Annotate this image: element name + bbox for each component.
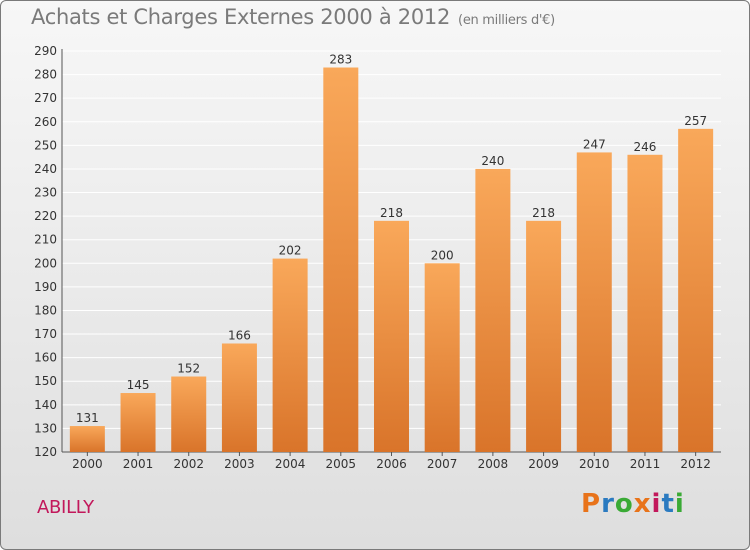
bar — [475, 168, 511, 453]
y-tick-label: 140 — [34, 398, 57, 412]
y-tick-label: 290 — [34, 44, 57, 58]
x-tick-label: 2009 — [528, 457, 559, 471]
bar-value-label: 257 — [684, 114, 707, 128]
y-tick-label: 120 — [34, 445, 57, 459]
y-tick-label: 130 — [34, 421, 57, 435]
y-tick-labels: 120 130 140 150 160 170 180 190 200 210 220 230 240 2… — [34, 44, 57, 459]
chart-title: Achats et Charges Externes 2000 à 2012 (e… — [31, 5, 555, 29]
bar — [374, 220, 409, 452]
logo-letter: r — [601, 489, 615, 519]
chart-title-text: Achats et Charges Externes 2000 à 2012 — [31, 5, 451, 29]
x-tick-label: 2004 — [275, 457, 306, 471]
data-labels: 131 145 152 166 202 283 218 200 240 218 247 246 257 — [76, 53, 707, 426]
bar — [526, 220, 562, 452]
x-tick-label: 2012 — [680, 457, 711, 471]
logo-letter: i — [651, 489, 662, 519]
y-tick-label: 210 — [34, 233, 57, 247]
y-tick-label: 170 — [34, 327, 57, 341]
bar — [323, 67, 359, 452]
commune-name: ABILLY — [37, 497, 94, 518]
bar-value-label: 218 — [380, 206, 403, 220]
bar — [678, 128, 714, 452]
bar-value-label: 218 — [532, 206, 555, 220]
x-tick-label: 2006 — [376, 457, 407, 471]
bar — [272, 258, 308, 452]
y-tick-label: 240 — [34, 162, 57, 176]
y-tick-label: 190 — [34, 280, 57, 294]
bar-value-label: 246 — [634, 140, 657, 154]
bar-value-label: 131 — [76, 411, 99, 425]
bar — [171, 376, 207, 452]
y-tick-label: 150 — [34, 374, 57, 388]
proxiti-logo: Proxiti — [581, 489, 685, 519]
bar-value-label: 200 — [431, 248, 454, 262]
bar-value-label: 145 — [127, 378, 150, 392]
y-tick-label: 270 — [34, 91, 57, 105]
y-tick-label: 200 — [34, 256, 57, 270]
x-tick-label: 2007 — [427, 457, 458, 471]
x-tick-label: 2001 — [123, 457, 154, 471]
bar — [69, 426, 105, 452]
y-tick-label: 250 — [34, 138, 57, 152]
logo-letter: i — [674, 489, 685, 519]
y-tick-label: 180 — [34, 303, 57, 317]
bar — [120, 393, 156, 452]
logo-letter: o — [614, 489, 634, 519]
bar — [221, 343, 257, 452]
y-tick-label: 260 — [34, 115, 57, 129]
x-tick-label: 2000 — [72, 457, 103, 471]
x-tick-label: 2002 — [173, 457, 204, 471]
y-tick-label: 280 — [34, 68, 57, 82]
chart-subtitle: (en milliers d'€) — [458, 13, 555, 28]
logo-letter: x — [633, 489, 652, 519]
bar — [424, 263, 460, 452]
bars — [69, 67, 714, 453]
bar-value-label: 283 — [329, 53, 352, 67]
x-tick-label: 2011 — [630, 457, 661, 471]
y-tick-label: 160 — [34, 351, 57, 365]
logo-letter: t — [661, 489, 675, 519]
x-tick-label: 2005 — [326, 457, 357, 471]
bar-value-label: 247 — [583, 137, 606, 151]
x-tick-label: 2003 — [224, 457, 255, 471]
y-tick-label: 230 — [34, 186, 57, 200]
logo-letter: P — [581, 489, 602, 519]
bar-value-label: 240 — [481, 154, 504, 168]
y-tick-label: 220 — [34, 209, 57, 223]
x-tick-label: 2010 — [579, 457, 610, 471]
bar — [627, 154, 663, 452]
bar-value-label: 152 — [177, 362, 200, 376]
bar — [576, 152, 612, 452]
x-tick-label: 2008 — [478, 457, 509, 471]
bar-value-label: 166 — [228, 328, 251, 342]
bar-value-label: 202 — [279, 244, 302, 258]
x-tick-labels: 2000 2001 2002 2003 2004 2005 2006 2007 2008 2009… — [72, 457, 711, 471]
